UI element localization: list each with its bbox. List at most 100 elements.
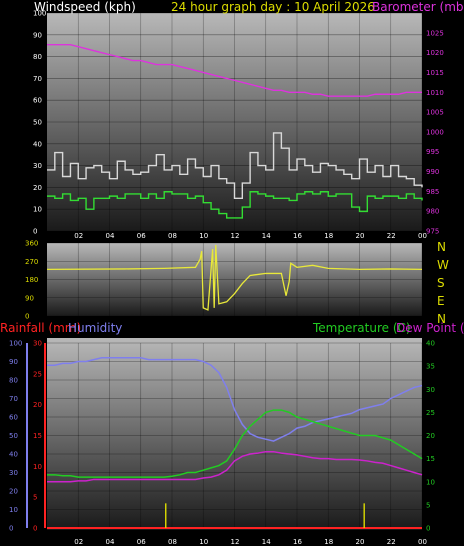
ytick-barometer: 1020 bbox=[426, 49, 444, 57]
direction-label: E bbox=[437, 294, 445, 308]
windspeed-label: Windspeed (kph) bbox=[34, 0, 136, 14]
ytick-wind: 10 bbox=[33, 206, 42, 214]
ytick-barometer: 1000 bbox=[426, 128, 444, 136]
xtick-temperature: 06 bbox=[137, 538, 146, 546]
ytick-humidity: 50 bbox=[9, 432, 18, 440]
xtick-temperature: 22 bbox=[387, 538, 396, 546]
ytick-rainfall: 10 bbox=[33, 463, 42, 471]
ytick-wind: 70 bbox=[33, 75, 42, 83]
ytick-wind: 40 bbox=[33, 140, 42, 148]
ytick-humidity: 70 bbox=[9, 395, 18, 403]
ytick-direction: 0 bbox=[25, 313, 29, 321]
ytick-direction: 180 bbox=[25, 276, 38, 284]
ytick-temperature: 20 bbox=[426, 432, 435, 440]
plot-area-temperature bbox=[47, 338, 422, 530]
wind-direction-panel: 0 90 180 270 360 bbox=[25, 240, 423, 321]
ytick-rainfall: 30 bbox=[33, 340, 42, 348]
direction-label: N bbox=[437, 240, 446, 254]
ytick-temperature: 35 bbox=[426, 363, 435, 371]
graph-title: 24 hour graph day : 10 April 2026 bbox=[171, 0, 375, 14]
ytick-barometer: 1015 bbox=[426, 69, 444, 77]
series-humidity bbox=[47, 357, 423, 442]
ytick-barometer: 995 bbox=[426, 148, 439, 156]
xtick-wind: 20 bbox=[356, 232, 365, 240]
dewpoint-label: Dew Point (C) bbox=[396, 321, 464, 335]
ytick-direction: 360 bbox=[25, 240, 38, 248]
wind-barometer-panel: 0102030405060708090100975980985990995100… bbox=[33, 10, 444, 241]
ytick-humidity: 40 bbox=[9, 451, 18, 459]
xtick-wind: 14 bbox=[262, 232, 271, 240]
ytick-rainfall: 15 bbox=[33, 432, 42, 440]
ytick-temperature: 25 bbox=[426, 409, 435, 417]
ytick-rainfall: 5 bbox=[33, 494, 37, 502]
xtick-temperature: 18 bbox=[324, 538, 333, 546]
series-temperature bbox=[47, 409, 423, 478]
xtick-temperature: 14 bbox=[262, 538, 271, 546]
ytick-temperature: 40 bbox=[426, 340, 435, 348]
ytick-temperature: 30 bbox=[426, 386, 435, 394]
humidity-label: Humidity bbox=[68, 321, 122, 335]
ytick-wind: 80 bbox=[33, 53, 42, 61]
ytick-wind: 100 bbox=[33, 10, 46, 18]
xtick-wind: 02 bbox=[74, 232, 83, 240]
series-windspeed bbox=[47, 132, 423, 199]
ytick-barometer: 980 bbox=[426, 208, 439, 216]
series-direction bbox=[46, 244, 423, 311]
xtick-temperature: 04 bbox=[106, 538, 115, 546]
ytick-humidity: 100 bbox=[9, 340, 22, 348]
ytick-wind: 50 bbox=[33, 119, 42, 127]
xtick-temperature: 08 bbox=[168, 538, 177, 546]
xtick-temperature: 02 bbox=[74, 538, 83, 546]
xtick-temperature: 10 bbox=[199, 538, 208, 546]
ytick-barometer: 1025 bbox=[426, 29, 444, 37]
ytick-humidity: 10 bbox=[9, 506, 18, 514]
ytick-wind: 30 bbox=[33, 162, 42, 170]
ytick-barometer: 1005 bbox=[426, 109, 444, 117]
xtick-wind: 10 bbox=[199, 232, 208, 240]
ytick-temperature: 15 bbox=[426, 455, 435, 463]
series-dewpoint bbox=[47, 450, 423, 483]
ytick-wind: 60 bbox=[33, 97, 42, 105]
temperature-panel: 0102030405060708090100051015202530051015… bbox=[9, 338, 435, 546]
ytick-humidity: 0 bbox=[9, 525, 13, 533]
ytick-rainfall: 25 bbox=[33, 370, 42, 378]
ytick-wind: 20 bbox=[33, 184, 42, 192]
series-wind_avg bbox=[47, 191, 423, 219]
xtick-temperature: 16 bbox=[293, 538, 302, 546]
ytick-temperature: 5 bbox=[426, 501, 430, 509]
ytick-wind: 90 bbox=[33, 31, 42, 39]
ytick-temperature: 10 bbox=[426, 478, 435, 486]
ytick-humidity: 90 bbox=[9, 358, 18, 366]
ytick-rainfall: 0 bbox=[33, 525, 37, 533]
direction-label: N bbox=[437, 312, 446, 326]
ytick-humidity: 80 bbox=[9, 377, 18, 385]
temperature-label: Temperature (C) bbox=[312, 321, 411, 335]
ytick-temperature: 0 bbox=[426, 525, 430, 533]
ytick-humidity: 20 bbox=[9, 488, 18, 496]
ytick-humidity: 60 bbox=[9, 414, 18, 422]
barometer-label: Barometer (mb) bbox=[372, 0, 464, 14]
ytick-wind: 0 bbox=[33, 228, 37, 236]
xtick-wind: 18 bbox=[324, 232, 333, 240]
ytick-barometer: 990 bbox=[426, 168, 439, 176]
xtick-wind: 22 bbox=[387, 232, 396, 240]
xtick-wind: 08 bbox=[168, 232, 177, 240]
ytick-barometer: 1010 bbox=[426, 89, 444, 97]
xtick-temperature: 12 bbox=[231, 538, 240, 546]
xtick-wind: 00 bbox=[418, 232, 427, 240]
xtick-temperature: 00 bbox=[418, 538, 427, 546]
ytick-humidity: 30 bbox=[9, 469, 18, 477]
ytick-rainfall: 20 bbox=[33, 401, 42, 409]
rainfall-label: Rainfall (mm) bbox=[0, 321, 81, 335]
xtick-temperature: 20 bbox=[356, 538, 365, 546]
xtick-wind: 06 bbox=[137, 232, 146, 240]
xtick-wind: 16 bbox=[293, 232, 302, 240]
ytick-barometer: 975 bbox=[426, 228, 439, 236]
ytick-barometer: 985 bbox=[426, 188, 439, 196]
xtick-wind: 12 bbox=[231, 232, 240, 240]
direction-label: S bbox=[437, 276, 445, 290]
ytick-direction: 90 bbox=[25, 294, 34, 302]
ytick-direction: 270 bbox=[25, 258, 38, 266]
direction-label: W bbox=[437, 258, 449, 272]
